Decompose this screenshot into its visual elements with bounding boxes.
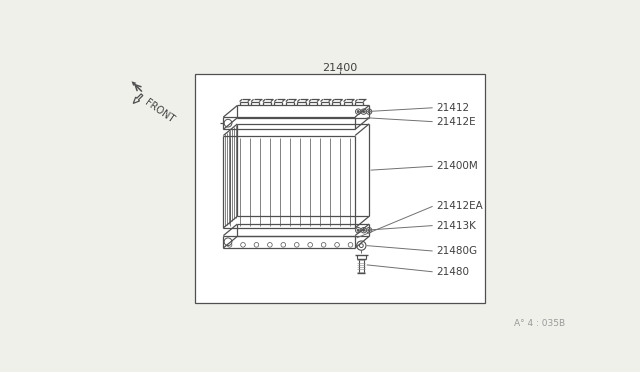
Circle shape	[254, 243, 259, 247]
Text: 21413K: 21413K	[436, 221, 476, 231]
Text: 21400: 21400	[322, 63, 357, 73]
Circle shape	[361, 109, 366, 114]
Text: 21412EA: 21412EA	[436, 201, 483, 211]
Bar	[195, 74, 485, 303]
Circle shape	[268, 243, 272, 247]
Circle shape	[368, 229, 370, 231]
Circle shape	[362, 110, 365, 113]
Circle shape	[355, 109, 361, 114]
Circle shape	[224, 119, 232, 127]
Circle shape	[355, 228, 361, 233]
Text: 21480: 21480	[436, 267, 470, 277]
Text: A° 4 : 035B: A° 4 : 035B	[514, 319, 565, 328]
Circle shape	[241, 243, 245, 247]
Circle shape	[360, 244, 364, 247]
Circle shape	[335, 243, 339, 247]
Circle shape	[366, 109, 372, 114]
Text: 21412E: 21412E	[436, 117, 476, 126]
Text: 21412: 21412	[436, 103, 470, 113]
Circle shape	[357, 229, 360, 231]
Circle shape	[224, 238, 232, 246]
Circle shape	[321, 243, 326, 247]
Text: 21400M: 21400M	[436, 161, 478, 171]
Circle shape	[294, 243, 299, 247]
Circle shape	[357, 110, 360, 113]
Text: FRONT: FRONT	[143, 97, 176, 125]
Circle shape	[227, 243, 232, 247]
Circle shape	[361, 228, 366, 233]
Circle shape	[348, 243, 353, 247]
Circle shape	[368, 110, 370, 113]
Circle shape	[308, 243, 312, 247]
Circle shape	[366, 228, 372, 233]
Circle shape	[356, 241, 366, 250]
Circle shape	[362, 229, 365, 231]
Text: 21480G: 21480G	[436, 246, 477, 256]
Circle shape	[281, 243, 285, 247]
